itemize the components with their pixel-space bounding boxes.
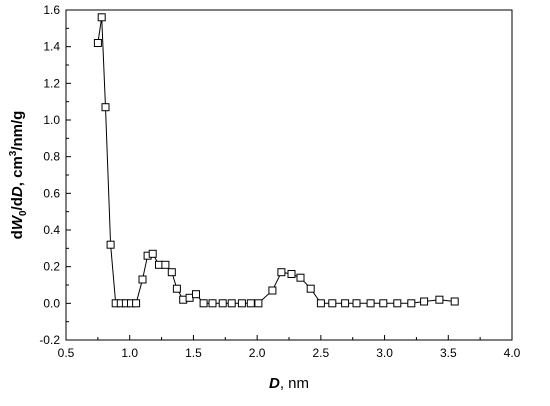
data-point — [341, 299, 350, 308]
x-axis-title: D, nm — [269, 375, 309, 392]
axis-ticks — [65, 9, 513, 341]
y-tick-label: 1.2 — [43, 76, 60, 90]
data-point — [277, 268, 286, 277]
plot-frame — [65, 9, 513, 341]
data-point — [268, 286, 277, 295]
data-point — [435, 295, 444, 304]
x-tick-label: 3.0 — [376, 346, 393, 360]
data-point — [328, 299, 337, 308]
y-tick-label: 0.2 — [43, 260, 60, 274]
y-tick-label: 1.6 — [43, 3, 60, 17]
data-point — [366, 299, 375, 308]
data-point — [420, 297, 429, 306]
data-point — [208, 299, 217, 308]
data-point — [106, 240, 115, 249]
data-point — [192, 290, 200, 299]
data-point — [172, 284, 181, 293]
data-point — [352, 299, 361, 308]
x-tick-label: 2.5 — [313, 346, 330, 360]
data-point — [287, 270, 296, 278]
x-tick-label: 1.0 — [121, 346, 138, 360]
data-point — [296, 273, 305, 282]
data-point — [306, 284, 315, 293]
data-point — [393, 299, 402, 308]
y-tick-label: 1.4 — [43, 40, 60, 54]
data-point — [316, 299, 325, 308]
y-axis-title: dW0/dD, cm3/nm/g — [8, 111, 29, 240]
data-point — [132, 299, 141, 308]
y-tick-label: 0.8 — [43, 150, 60, 164]
tick-labels: 0.5 1.0 1.5 2.0 2.5 3.0 3.5 4.0 -0.2 0.0 0.2 0.4 0.6… — [39, 3, 520, 360]
data-point — [218, 299, 227, 308]
data-point — [101, 103, 110, 112]
data-point — [161, 260, 170, 269]
data-point — [237, 299, 246, 308]
y-tick-label: 1.0 — [43, 113, 60, 127]
data-point — [138, 275, 147, 284]
data-point — [407, 299, 416, 308]
data-point — [254, 299, 263, 308]
data-point — [167, 268, 176, 277]
y-tick-label: 0.6 — [43, 186, 60, 200]
data-point — [93, 39, 102, 47]
data-point — [97, 13, 106, 22]
x-tick-label: 2.0 — [249, 346, 266, 360]
x-tick-label: 4.0 — [504, 346, 521, 360]
data-point — [450, 297, 459, 306]
series-line — [97, 17, 455, 304]
data-point — [379, 299, 388, 308]
y-tick-label: 0.0 — [43, 296, 60, 310]
y-tick-label: -0.2 — [39, 333, 60, 347]
data-markers — [93, 13, 459, 308]
x-tick-label: 3.5 — [440, 346, 457, 360]
data-point — [227, 299, 236, 308]
y-tick-label: 0.4 — [43, 223, 60, 237]
x-tick-label: 1.5 — [185, 346, 202, 360]
data-point — [246, 299, 255, 308]
x-tick-label: 0.5 — [58, 346, 75, 360]
data-point — [199, 299, 208, 308]
data-point — [148, 249, 157, 258]
